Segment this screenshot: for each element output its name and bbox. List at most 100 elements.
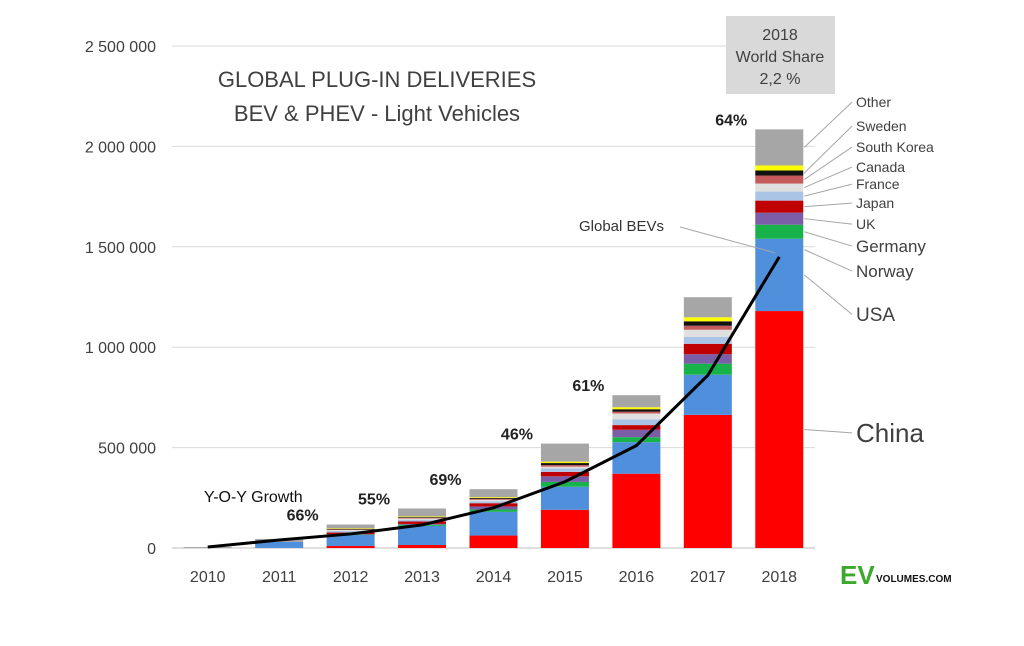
growth-annotation: 66%	[287, 508, 319, 525]
bar-segment	[469, 499, 518, 502]
bar-segment	[469, 535, 518, 548]
legend-leader	[804, 166, 853, 189]
bar-segment	[755, 165, 804, 171]
bar-segment	[398, 508, 447, 517]
bar-segment	[469, 511, 518, 536]
y-tick-label: 2 000 000	[85, 139, 156, 156]
bar-segment	[255, 541, 304, 548]
bar-segment	[398, 519, 447, 522]
bar-segment	[469, 503, 518, 507]
bar-segment	[326, 534, 375, 546]
legend-label: Germany	[856, 237, 926, 256]
bar-segment	[612, 409, 661, 412]
bar-segment	[398, 517, 447, 518]
bar-segment	[398, 517, 447, 519]
legend-leader	[803, 146, 853, 180]
bar-segment	[612, 407, 661, 410]
x-tick-label: 2016	[619, 569, 655, 586]
x-tick-label: 2014	[476, 569, 512, 586]
bar-segment	[612, 425, 661, 430]
x-tick-label: 2010	[190, 569, 226, 586]
bar-segment	[683, 354, 732, 364]
bar-segment	[612, 437, 661, 443]
bar-segment	[683, 329, 732, 337]
y-tick-label: 1 000 000	[85, 340, 156, 357]
y-tick-label: 500 000	[98, 441, 156, 458]
bar-segment	[469, 497, 518, 499]
bar-segment	[683, 414, 732, 548]
logo-ev: EV	[840, 560, 875, 590]
bar-segment	[469, 498, 518, 500]
y-tick-label: 0	[147, 541, 156, 558]
legend-leader	[804, 202, 853, 208]
bar-segment	[755, 311, 804, 548]
bar-segment	[540, 471, 589, 477]
growth-annotation: 64%	[715, 112, 747, 129]
ev-volumes-logo: EV VOLUMES.COM	[840, 560, 952, 590]
bar-segment	[683, 321, 732, 326]
bar-segment	[469, 498, 518, 499]
legend-label: Norway	[856, 262, 914, 281]
bar-segment	[398, 516, 447, 518]
bar-segment	[612, 473, 661, 548]
bar-segment	[469, 509, 518, 512]
bar-segment	[612, 395, 661, 408]
y-tick-label: 2 500 000	[85, 39, 156, 56]
bar-segment	[326, 528, 375, 530]
bar-segment	[612, 413, 661, 420]
chart-title: GLOBAL PLUG-IN DELIVERIES	[218, 67, 536, 92]
stacked-bars	[183, 129, 804, 548]
legend-leader	[804, 429, 853, 434]
world-share-year: 2018	[762, 27, 798, 44]
bar-segment	[755, 170, 804, 176]
growth-annotation: 61%	[572, 378, 604, 395]
bar-segment	[540, 481, 589, 487]
bar-segment	[326, 545, 375, 548]
legend-label: Sweden	[856, 118, 907, 134]
bar-segment	[326, 528, 375, 530]
bar-segment	[540, 466, 589, 469]
legend-leader	[803, 274, 853, 315]
bar-segment	[612, 442, 661, 474]
global-bevs-line	[207, 226, 781, 549]
world-share-box: 2018 World Share 2,2 %	[726, 16, 835, 94]
x-tick-label: 2017	[690, 569, 726, 586]
world-share-label: World Share	[736, 49, 825, 66]
legend-leader	[803, 101, 853, 148]
bar-segment	[612, 419, 661, 426]
bar-segment	[683, 343, 732, 355]
legend-label: Japan	[856, 195, 894, 211]
legend-leader	[804, 183, 853, 197]
bar-segment	[183, 546, 232, 548]
bar-segment	[326, 529, 375, 530]
global-bevs-label: Global BEVs	[579, 218, 664, 235]
bar-segment	[755, 200, 804, 213]
bar-segment	[326, 529, 375, 531]
bar-segment	[540, 443, 589, 462]
bar-segment	[612, 429, 661, 438]
legend-label: Canada	[856, 159, 905, 175]
legend-label: UK	[856, 216, 876, 232]
bar-segment	[683, 317, 732, 322]
x-tick-label: 2012	[333, 569, 369, 586]
bar-segment	[755, 224, 804, 239]
y-tick-label: 1 500 000	[85, 240, 156, 257]
legend-label: France	[856, 176, 900, 192]
bar-segment	[683, 297, 732, 318]
bar-segment	[683, 374, 732, 415]
bar-segment	[755, 183, 804, 192]
x-tick-label: 2018	[761, 569, 797, 586]
bar-segment	[540, 463, 589, 466]
bar-segment	[612, 411, 661, 414]
legend-label: USA	[856, 305, 895, 326]
bar-segment	[755, 238, 804, 312]
bar-segment	[398, 525, 447, 545]
bar-segment	[683, 363, 732, 375]
bar-segment	[540, 476, 589, 482]
bar-segment	[683, 336, 732, 344]
x-tick-label: 2011	[262, 569, 297, 586]
bar-segment	[398, 544, 447, 548]
bar-segment	[469, 489, 518, 498]
logo-volumes: VOLUMES.COM	[876, 574, 952, 585]
bar-segment	[540, 461, 589, 464]
